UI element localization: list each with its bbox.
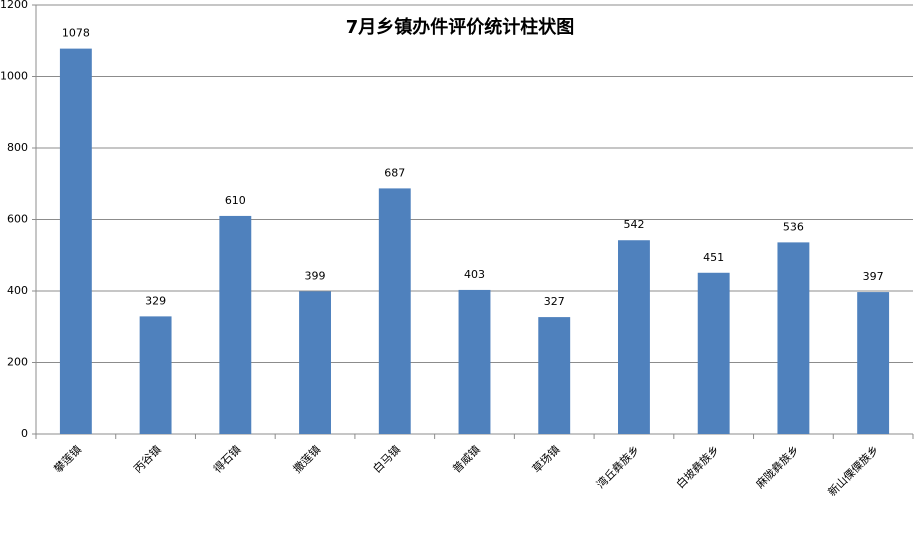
y-tick-label: 1000: [0, 70, 28, 83]
x-tick-label: 湾丘彝族乡: [593, 442, 642, 491]
bar: [618, 240, 650, 434]
bar: [697, 272, 730, 434]
value-label: 542: [623, 218, 644, 231]
value-label: 329: [145, 294, 166, 307]
x-tick-label: 白坡彝族乡: [673, 442, 722, 491]
y-tick-label: 0: [21, 427, 28, 440]
bar: [857, 292, 890, 434]
value-label: 403: [464, 268, 485, 281]
x-tick-label: 攀莲镇: [51, 442, 84, 475]
value-label: 536: [783, 220, 804, 233]
bar: [538, 317, 571, 434]
x-tick-label: 普威镇: [450, 442, 483, 475]
bar: [777, 242, 810, 434]
value-label: 327: [544, 295, 565, 308]
bar: [378, 188, 411, 434]
bar: [299, 291, 331, 434]
value-label: 610: [225, 194, 246, 207]
bar: [59, 48, 92, 435]
y-tick-label: 200: [7, 356, 28, 369]
y-tick-label: 600: [7, 213, 28, 226]
x-tick-label: 丙谷镇: [131, 442, 164, 475]
value-label: 1078: [62, 27, 90, 40]
y-tick-label: 400: [7, 284, 28, 297]
y-tick-label: 1200: [0, 0, 28, 11]
bar: [219, 215, 252, 434]
x-tick-label: 白马镇: [370, 442, 403, 475]
bar: [458, 289, 491, 434]
bar: [139, 316, 172, 434]
value-label: 451: [703, 251, 724, 264]
x-tick-label: 麻陇彝族乡: [753, 442, 802, 491]
chart-title: 7月乡镇办件评价统计柱状图: [346, 16, 575, 38]
x-tick-label: 草场镇: [529, 442, 562, 475]
value-label: 399: [305, 269, 326, 282]
x-tick-label: 得石镇: [210, 442, 243, 475]
value-label: 397: [863, 270, 884, 283]
value-label: 687: [384, 166, 405, 179]
x-tick-label: 撒莲镇: [290, 442, 323, 475]
y-tick-label: 800: [7, 141, 28, 154]
x-tick-label: 新山傈僳族乡: [825, 442, 882, 499]
